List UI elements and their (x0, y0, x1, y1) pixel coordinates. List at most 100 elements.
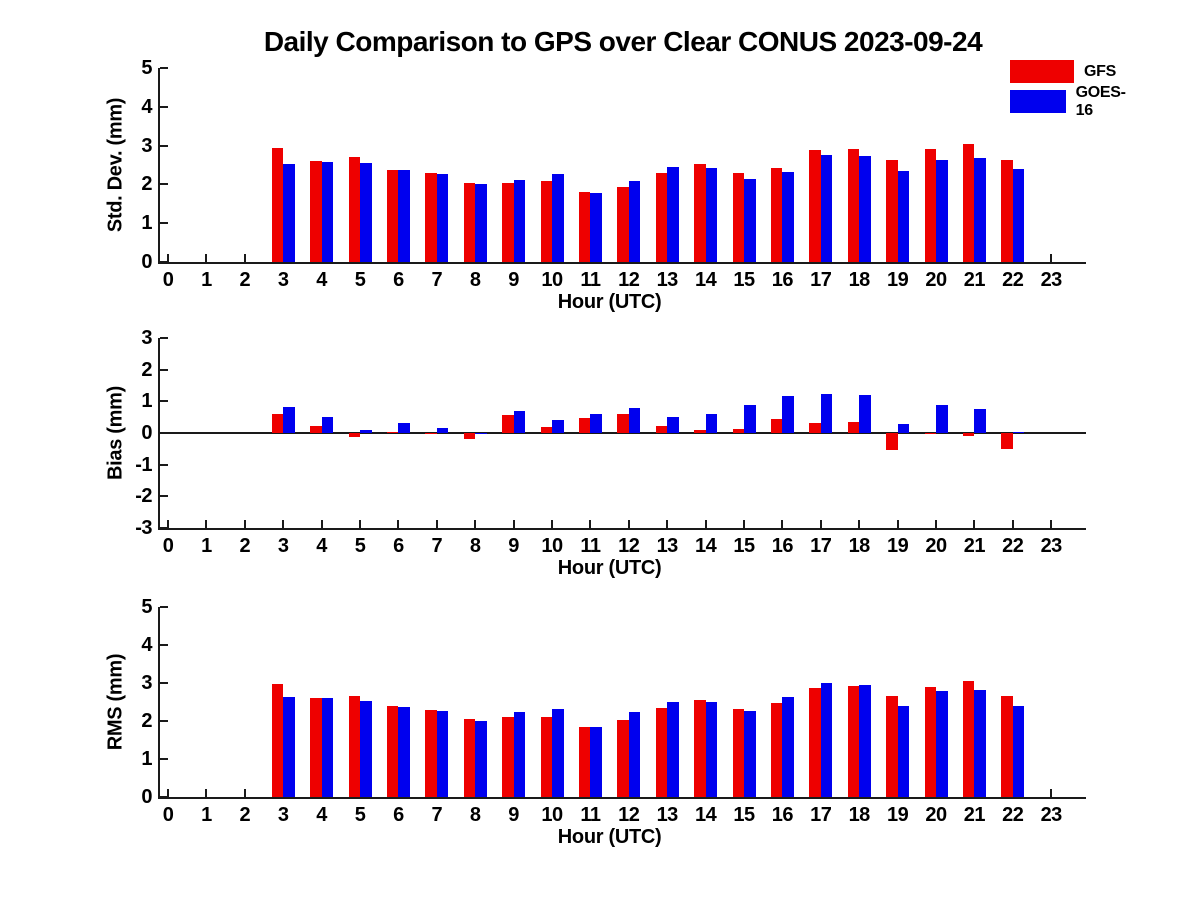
bar-gfs-h6 (386, 432, 399, 433)
x-tick-mark (1050, 789, 1053, 797)
x-tick-label: 3 (277, 269, 289, 291)
bar-gfs-h15 (732, 709, 744, 797)
x-tick-label: 15 (733, 804, 755, 826)
bar-goes-16-h3 (283, 697, 295, 797)
bar-gfs-h4 (310, 161, 322, 262)
bar-gfs-h4 (310, 697, 322, 797)
bar-gfs-h10 (540, 717, 552, 797)
y-tick-label: 4 (141, 634, 152, 656)
bar-gfs-h20 (924, 149, 936, 262)
bar-goes-16-h20 (936, 690, 948, 797)
bar-goes-16-h18 (859, 684, 871, 797)
bar-gfs-h12 (617, 719, 629, 797)
bar-gfs-h3 (271, 683, 284, 797)
y-tick-mark (160, 682, 168, 684)
bar-gfs-h12 (617, 187, 629, 262)
bar-gfs-h8 (463, 183, 476, 262)
x-tick-label: 16 (771, 269, 794, 291)
y-tick-mark (160, 144, 168, 147)
x-tick-label: 1 (201, 269, 212, 291)
x-tick-label: 23 (1040, 269, 1063, 291)
x-tick-mark (704, 520, 707, 528)
x-tick-label: 12 (618, 535, 640, 557)
x-tick-label: 7 (431, 269, 443, 291)
x-tick-label: 7 (431, 535, 443, 557)
x-tick-mark (167, 789, 169, 797)
x-tick-mark (551, 520, 553, 528)
bar-goes-16-h22 (1012, 168, 1025, 262)
y-tick-mark (160, 796, 168, 798)
y-tick-mark (160, 337, 168, 339)
bar-goes-16-h15 (744, 710, 756, 797)
x-tick-label: 16 (771, 535, 794, 557)
y-axis-label-std-dev: Std. Dev. (mm) (104, 97, 127, 233)
bar-gfs-h20 (924, 687, 936, 797)
bar-gfs-h11 (578, 417, 591, 433)
y-tick-label: 2 (141, 710, 152, 732)
bar-gfs-h13 (655, 426, 668, 433)
x-tick-mark (397, 520, 400, 528)
x-tick-label: 6 (393, 804, 404, 826)
x-tick-mark (666, 520, 669, 528)
bar-goes-16-h3 (283, 164, 295, 262)
x-tick-label: 4 (316, 804, 327, 826)
x-axis-label-rms: Hour (UTC) (557, 826, 662, 848)
bar-goes-16-h14 (705, 702, 718, 797)
x-tick-label: 14 (694, 535, 717, 557)
bar-goes-16-h11 (590, 414, 602, 433)
x-tick-label: 10 (541, 804, 563, 826)
bar-goes-16-h20 (936, 404, 948, 433)
x-tick-mark (973, 520, 976, 528)
x-tick-label: 6 (393, 535, 404, 557)
x-tick-label: 15 (733, 269, 755, 291)
y-tick-label: 0 (141, 422, 152, 444)
bar-gfs-h6 (386, 706, 399, 797)
x-tick-mark (243, 789, 246, 797)
bar-goes-16-h15 (744, 405, 756, 433)
bar-goes-16-h19 (897, 423, 910, 433)
x-tick-label: 18 (848, 269, 871, 291)
x-tick-label: 23 (1040, 535, 1063, 557)
x-tick-label: 9 (508, 535, 519, 557)
y-tick-label: -2 (135, 485, 152, 508)
x-tick-mark (858, 520, 861, 528)
x-tick-label: 9 (508, 804, 519, 826)
y-tick-mark (160, 527, 168, 529)
x-tick-mark (896, 520, 899, 528)
y-tick-label: -1 (135, 453, 152, 476)
bar-goes-16-h8 (475, 721, 487, 797)
bar-gfs-h10 (540, 427, 552, 433)
y-tick-label: 1 (141, 748, 152, 770)
x-tick-label: 5 (354, 269, 366, 291)
bar-goes-16-h9 (513, 179, 526, 262)
x-tick-label: 17 (810, 269, 832, 291)
x-tick-label: 3 (277, 804, 289, 826)
bar-goes-16-h14 (705, 167, 718, 262)
bar-gfs-h11 (578, 192, 591, 262)
bar-goes-16-h17 (820, 394, 833, 433)
bar-goes-16-h6 (398, 170, 410, 262)
bar-goes-16-h16 (782, 171, 794, 262)
legend-label-gfs: GFS (1084, 62, 1116, 80)
x-tick-label: 12 (618, 804, 640, 826)
x-tick-label: 2 (239, 804, 251, 826)
bar-goes-16-h22 (1012, 432, 1025, 433)
x-tick-label: 0 (162, 804, 174, 826)
bar-gfs-h17 (809, 422, 821, 433)
subplot-rms (158, 606, 1086, 799)
x-tick-mark (1050, 254, 1053, 262)
x-tick-mark (359, 520, 361, 528)
bar-goes-16-h14 (705, 414, 718, 433)
bar-goes-16-h8 (475, 433, 487, 435)
bar-gfs-h19 (886, 695, 898, 797)
bar-gfs-h19 (886, 433, 898, 451)
bar-goes-16-h7 (436, 710, 449, 797)
bar-gfs-h14 (694, 163, 706, 262)
y-tick-label: 5 (141, 596, 152, 618)
x-tick-mark (243, 254, 246, 262)
bar-gfs-h17 (809, 687, 821, 797)
x-tick-label: 5 (354, 535, 366, 557)
bar-gfs-h19 (886, 159, 898, 262)
y-axis-label-rms: RMS (mm) (104, 653, 127, 751)
